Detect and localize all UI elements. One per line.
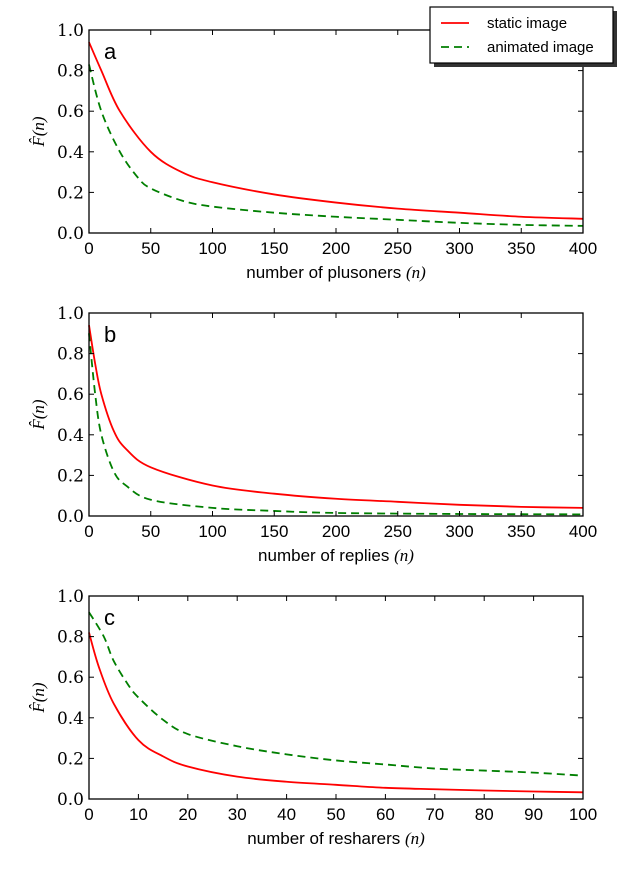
x-tick-label: 300 xyxy=(445,239,473,258)
x-tick-label: 50 xyxy=(327,805,346,824)
panel-c: 0 10 20 30 40 50 60 70 80 90 100 0.0 0.2 0.4 0.6 0.8 1.0… xyxy=(29,587,597,848)
legend: static image animated image xyxy=(429,6,617,67)
y-tick-label: 1.0 xyxy=(57,587,84,607)
y-tick-label: 0.2 xyxy=(57,183,84,203)
y-tick-label: 0.4 xyxy=(57,143,84,163)
y-tick-label: 1.0 xyxy=(57,21,84,41)
panel-label: b xyxy=(104,322,116,347)
x-axis-label: number of replies (n) xyxy=(258,546,414,565)
legend-label: static image xyxy=(487,15,567,32)
x-tick-label: 100 xyxy=(198,239,226,258)
x-tick-label: 40 xyxy=(277,805,296,824)
x-tick-label: 30 xyxy=(228,805,247,824)
x-tick-label: 80 xyxy=(475,805,494,824)
x-tick-label: 20 xyxy=(178,805,197,824)
x-tick-label: 50 xyxy=(141,522,160,541)
y-tick-label: 0.4 xyxy=(57,709,84,729)
series-line-animated xyxy=(88,333,584,516)
legend-label: animated image xyxy=(487,39,594,56)
y-tick-label: 0.8 xyxy=(57,62,84,82)
x-tick-label: 200 xyxy=(322,522,350,541)
x-tick-label: 70 xyxy=(425,805,444,824)
y-tick-label: 0.0 xyxy=(57,224,84,244)
panel-label: c xyxy=(104,605,115,630)
plot-frame xyxy=(88,595,584,800)
x-tick-label: 150 xyxy=(260,239,288,258)
x-tick-label: 400 xyxy=(569,522,597,541)
x-tick-label: 300 xyxy=(445,522,473,541)
x-tick-label: 60 xyxy=(376,805,395,824)
x-axis-label: number of plusoners (n) xyxy=(246,263,426,282)
y-tick-label: 0.8 xyxy=(57,345,84,365)
x-axis-label: number of resharers (n) xyxy=(247,829,425,848)
y-tick-label: 0.2 xyxy=(57,466,84,486)
x-tick-label: 0 xyxy=(84,805,93,824)
y-tick-label: 0.2 xyxy=(57,749,84,769)
x-tick-label: 0 xyxy=(84,239,93,258)
x-tick-label: 200 xyxy=(322,239,350,258)
y-tick-label: 0.4 xyxy=(57,426,84,446)
panel-a: 0 50 100 150 200 250 300 350 400 0.0 0.2 0.4 0.6 0.8 1… xyxy=(29,21,597,282)
x-tick-label: 100 xyxy=(198,522,226,541)
y-tick-label: 0.6 xyxy=(57,668,84,688)
y-tick-label: 0.0 xyxy=(57,507,84,527)
series-line-animated xyxy=(88,611,584,777)
legend-box xyxy=(429,6,614,64)
series-line-static xyxy=(88,632,584,794)
series-line-animated xyxy=(88,64,584,227)
x-tick-label: 250 xyxy=(384,522,412,541)
x-tick-label: 90 xyxy=(524,805,543,824)
y-axis-label: F̂(n) xyxy=(29,399,48,431)
x-tick-label: 0 xyxy=(84,522,93,541)
x-tick-label: 400 xyxy=(569,239,597,258)
y-axis-label: F̂(n) xyxy=(29,682,48,714)
x-tick-label: 50 xyxy=(141,239,160,258)
x-tick-label: 350 xyxy=(507,239,535,258)
plot-frame xyxy=(88,312,584,517)
series-line-static xyxy=(88,325,584,509)
x-tick-label: 100 xyxy=(569,805,597,824)
x-tick-label: 250 xyxy=(384,239,412,258)
panel-b: 0 50 100 150 200 250 300 350 400 0.0 0.2 0.4 0.6 0.8 1… xyxy=(29,304,597,565)
x-tick-label: 150 xyxy=(260,522,288,541)
y-tick-label: 0.8 xyxy=(57,628,84,648)
y-tick-label: 0.6 xyxy=(57,102,84,122)
panel-label: a xyxy=(104,39,117,64)
y-tick-label: 0.6 xyxy=(57,385,84,405)
x-tick-label: 10 xyxy=(129,805,148,824)
y-tick-label: 1.0 xyxy=(57,304,84,324)
y-axis-label: F̂(n) xyxy=(29,116,48,148)
x-tick-label: 350 xyxy=(507,522,535,541)
series-line-static xyxy=(88,41,584,220)
y-tick-label: 0.0 xyxy=(57,790,84,810)
